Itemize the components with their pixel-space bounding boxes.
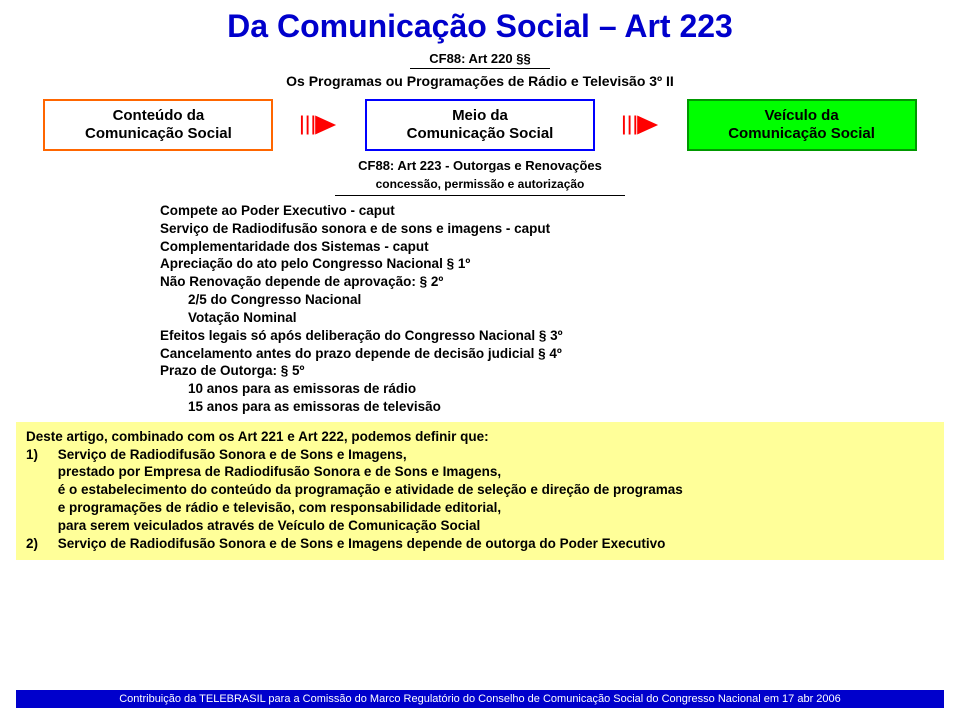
body-line: Prazo de Outorga: § 5º <box>160 362 800 380</box>
rule-1 <box>410 68 550 69</box>
body-line: 2/5 do Congresso Nacional <box>160 291 800 309</box>
footer-bar: Contribuição da TELEBRASIL para a Comiss… <box>16 690 944 708</box>
body-line: 10 anos para as emissoras de rádio <box>160 380 800 398</box>
body-line: Compete ao Poder Executivo - caput <box>160 202 800 220</box>
box-row: Conteúdo da Comunicação Social Meio da C… <box>0 99 960 151</box>
yellow-line: e programações de rádio e televisão, com… <box>58 500 501 515</box>
yellow-line: prestado por Empresa de Radiodifusão Son… <box>58 464 501 479</box>
page-title: Da Comunicação Social – Art 223 <box>0 0 960 49</box>
box-line: Veículo da <box>699 107 905 125</box>
body-line: Apreciação do ato pelo Congresso Naciona… <box>160 255 800 273</box>
rule-2 <box>335 195 625 196</box>
yellow-num: 2) <box>26 535 54 553</box>
box-line: Comunicação Social <box>699 125 905 143</box>
yellow-item: 1) Serviço de Radiodifusão Sonora e de S… <box>26 446 934 535</box>
yellow-text: Serviço de Radiodifusão Sonora e de Sons… <box>58 535 932 553</box>
subtitle-ref: CF88: Art 220 §§ <box>0 49 960 66</box>
mid-sub-line2: concessão, permissão e autorização <box>376 177 585 191</box>
yellow-line: é o estabelecimento do conteúdo da progr… <box>58 482 683 497</box>
yellow-item: 2) Serviço de Radiodifusão Sonora e de S… <box>26 535 934 553</box>
box-meio: Meio da Comunicação Social <box>365 99 595 151</box>
body-line: Efeitos legais só após deliberação do Co… <box>160 327 800 345</box>
box-veiculo: Veículo da Comunicação Social <box>687 99 917 151</box>
yellow-block: Deste artigo, combinado com os Art 221 e… <box>16 422 944 561</box>
yellow-intro: Deste artigo, combinado com os Art 221 e… <box>26 428 934 446</box>
box-line: Comunicação Social <box>55 125 261 143</box>
yellow-text: Serviço de Radiodifusão Sonora e de Sons… <box>58 446 932 535</box>
connector-icon <box>622 111 660 139</box>
box-line: Meio da <box>377 107 583 125</box>
box-conteudo: Conteúdo da Comunicação Social <box>43 99 273 151</box>
box-line: Conteúdo da <box>55 107 261 125</box>
yellow-line: Serviço de Radiodifusão Sonora e de Sons… <box>58 447 407 462</box>
yellow-line: Serviço de Radiodifusão Sonora e de Sons… <box>58 536 666 551</box>
body-line: Serviço de Radiodifusão sonora e de sons… <box>160 220 800 238</box>
yellow-num: 1) <box>26 446 54 464</box>
body-line: Votação Nominal <box>160 309 800 327</box>
body-line: Não Renovação depende de aprovação: § 2º <box>160 273 800 291</box>
subtitle-main: Os Programas ou Programações de Rádio e … <box>0 73 960 99</box>
body-line: Cancelamento antes do prazo depende de d… <box>160 345 800 363</box>
yellow-line: para serem veiculados através de Veículo… <box>58 518 480 533</box>
connector-icon <box>300 111 338 139</box>
box-line: Comunicação Social <box>377 125 583 143</box>
body-line: Complementaridade dos Sistemas - caput <box>160 238 800 256</box>
body-block: Compete ao Poder Executivo - caput Servi… <box>160 202 800 416</box>
body-line: 15 anos para as emissoras de televisão <box>160 398 800 416</box>
mid-sub-line1: CF88: Art 223 - Outorgas e Renovações <box>358 158 602 173</box>
